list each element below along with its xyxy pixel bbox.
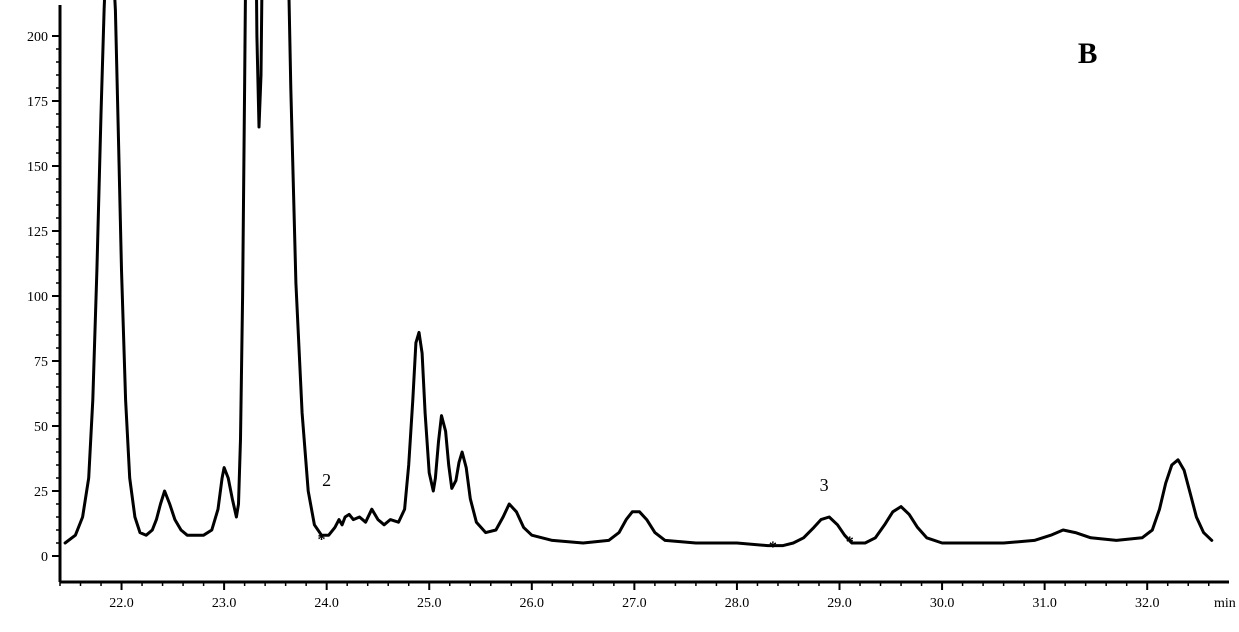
- marker-star: *: [769, 539, 777, 556]
- x-tick-label: 27.0: [622, 596, 647, 611]
- y-tick-label: 25: [34, 485, 48, 500]
- x-tick-label: 24.0: [314, 596, 339, 611]
- y-tick-label: 75: [34, 355, 48, 370]
- marker-star: *: [318, 531, 326, 548]
- y-tick-label: 150: [27, 160, 48, 175]
- y-tick-label: 200: [27, 30, 48, 45]
- x-tick-label: 22.0: [109, 596, 134, 611]
- y-tick-label: 50: [34, 420, 48, 435]
- x-tick-label: 23.0: [212, 596, 237, 611]
- x-tick-label: 28.0: [725, 596, 750, 611]
- y-tick-label: 0: [41, 550, 48, 565]
- y-tick-label: 175: [27, 95, 48, 110]
- chart-svg: 0 25 50 75 100 125 150 175 200 22.0 23.0 24.0 25.0 26…: [0, 0, 1239, 632]
- peak-label: 3: [820, 475, 829, 495]
- x-tick-label: 32.0: [1135, 596, 1160, 611]
- y-tick-label: 100: [27, 290, 48, 305]
- peak-label: 2: [322, 470, 331, 490]
- spectrum-trace: [65, 0, 1212, 546]
- x-tick-label: 29.0: [827, 596, 852, 611]
- x-tick-label: 31.0: [1032, 596, 1057, 611]
- x-tick-label: 26.0: [520, 596, 545, 611]
- panel-label: B: [1078, 38, 1098, 71]
- x-tick-label: 25.0: [417, 596, 442, 611]
- x-axis-label: min: [1214, 596, 1236, 611]
- marker-star: *: [846, 534, 854, 551]
- spectrum-chart: 0 25 50 75 100 125 150 175 200 22.0 23.0 24.0 25.0 26…: [0, 0, 1239, 632]
- y-tick-label: 125: [27, 225, 48, 240]
- x-tick-label: 30.0: [930, 596, 955, 611]
